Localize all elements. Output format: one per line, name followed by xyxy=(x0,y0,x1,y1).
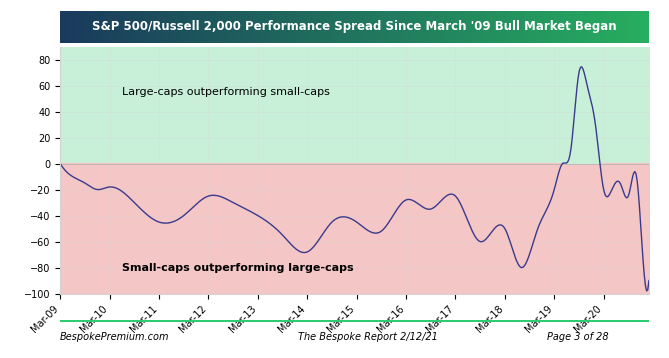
Text: Small-caps outperforming large-caps: Small-caps outperforming large-caps xyxy=(122,262,354,272)
Text: Page 3 of 28: Page 3 of 28 xyxy=(547,332,609,342)
Text: The Bespoke Report 2/12/21: The Bespoke Report 2/12/21 xyxy=(298,332,438,342)
Text: BespokePremium.com: BespokePremium.com xyxy=(60,332,170,342)
Text: S&P 500/Russell 2,000 Performance Spread Since March '09 Bull Market Began: S&P 500/Russell 2,000 Performance Spread… xyxy=(92,20,617,33)
Text: Large-caps outperforming small-caps: Large-caps outperforming small-caps xyxy=(122,87,330,97)
